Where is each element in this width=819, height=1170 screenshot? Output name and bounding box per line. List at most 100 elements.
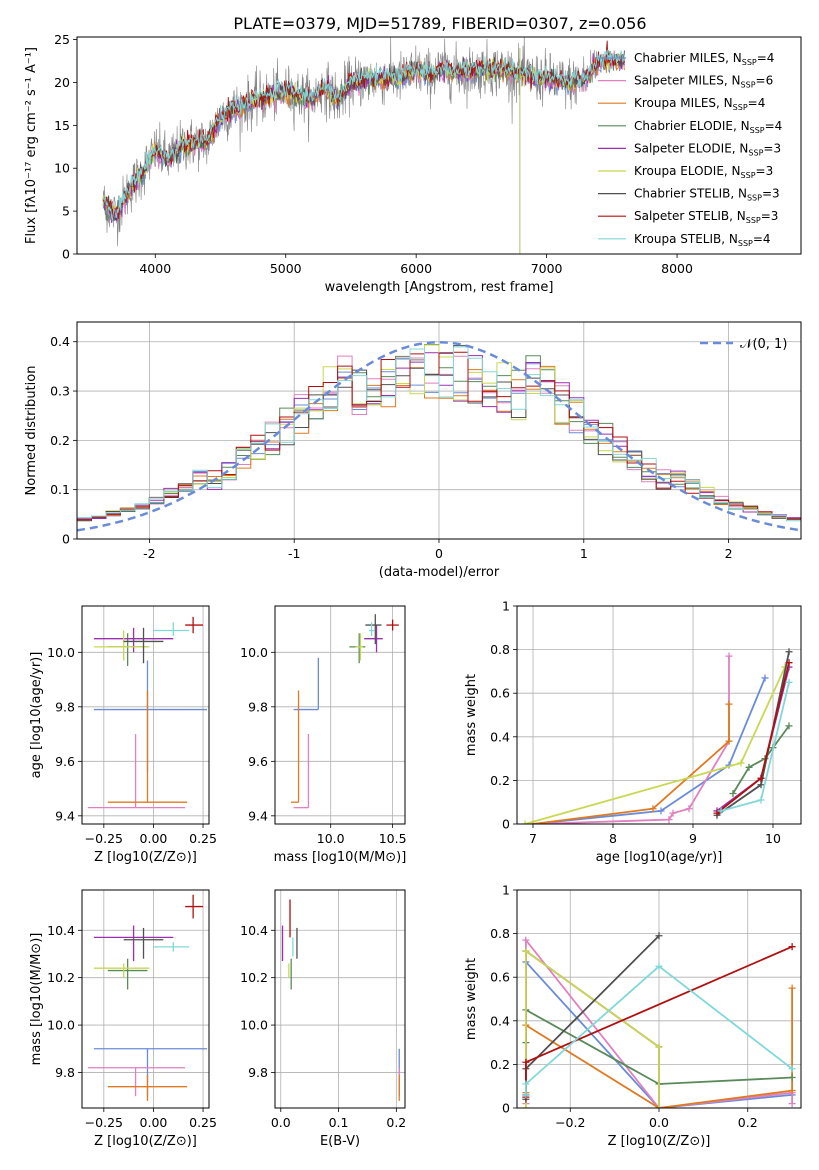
series-marker-krou_miles [725,700,733,708]
series-marker-salp_miles [788,1100,796,1108]
x-axis-label: wavelength [Angstrom, rest frame] [325,280,554,295]
legend-label: Salpeter MILES, NSSP=6 [634,74,773,90]
axes-frame [81,605,210,825]
series-marker-chab_elodie [729,789,737,797]
series-marker-chab_elodie [785,722,793,730]
y-tick-label: 0.3 [50,384,70,399]
normal-reference-curve [77,340,801,532]
legend-label: Chabrier ELODIE, NSSP=4 [634,119,782,135]
mass-vs-ebv-panel: 0.0 0.1 0.2 9.8 10.0 10.2 10.4 E(B-V) [240,889,406,1149]
x-tick-label: 10.5 [379,831,407,846]
age-vs-mass-panel: 10.0 10.5 9.4 9.6 9.8 10.0 mass [log10(M/M⊙)] [240,605,407,865]
y-tick-label: 9.6 [55,754,75,769]
axes-frame [76,321,802,540]
spectrum-legend: Chabrier MILES, NSSP=4 Salpeter MILES, NS… [598,51,782,248]
series-marker-chab_stelib [757,781,765,789]
y-tick-label: 9.4 [248,808,268,823]
y-tick-label: 0.6 [490,970,510,985]
series-marker-krou_elodie [522,947,530,955]
x-tick-label: 0.1 [329,1115,349,1130]
weight-series [522,932,796,1108]
series-marker-krou_stelib [655,962,663,970]
x-tick-label: 10 [765,831,781,846]
x-tick-label: 0.0 [271,1115,291,1130]
error-bars [87,894,208,1101]
series-marker-krou_stelib [717,807,725,815]
x-tick-label: 0.00 [140,1115,168,1130]
y-tick-label: 20 [54,75,70,90]
series-marker-krou_stelib [788,1065,796,1073]
x-tick-label: 0.2 [738,1115,758,1130]
series-marker-salp_stelib [757,774,765,782]
series-marker-salp_miles [725,652,733,660]
x-tick-label: 0.25 [189,1115,217,1130]
x-tick-label: 4000 [139,261,171,276]
x-axis-label: age [log10(age/yr)] [596,850,723,865]
legend-label: Salpeter ELODIE, NSSP=3 [634,141,781,157]
histogram-krou_miles [77,365,801,520]
series-marker-krou_miles [725,737,733,745]
y-tick-label: 0.6 [490,686,510,701]
series-marker-chab_stelib [655,932,663,940]
y-tick-label: 0.4 [490,729,510,744]
legend-label: Chabrier MILES, NSSP=4 [634,51,774,67]
x-tick-label: 8000 [661,261,693,276]
residuals-panel: -2 -1 0 1 2 0 0.1 0.2 0.3 0.4 (data-model)/error No… [24,321,802,580]
x-tick-label: −0.25 [85,1115,123,1130]
series-line-krou_elodie [525,949,660,1108]
series-marker-krou_elodie [655,1104,663,1108]
series-marker-chab_miles [761,674,769,682]
series-marker-salp_miles [669,809,677,817]
y-tick-label: 0 [62,247,70,262]
spectrum-panel: 4000 5000 6000 7000 8000 0 5 10 15 20 25 wavelength… [24,32,802,295]
y-tick-label: 25 [54,32,70,47]
y-axis-label: mass weight [464,958,479,1040]
x-tick-label: 0 [435,546,443,561]
x-axis-label: E(B-V) [320,1134,360,1149]
y-tick-label: 0.1 [50,482,70,497]
axes-frame [81,889,210,1109]
mass-vs-metallicity-panel: −0.25 0.00 0.25 9.8 10.0 10.2 10.4 Z [log10(Z/Z… [29,889,217,1149]
spectrum-lines [102,37,625,254]
y-tick-label: 10.2 [240,970,268,985]
series-marker-krou_elodie [522,1104,530,1108]
y-tick-label: 5 [62,204,70,219]
y-axis-label: mass [log10(M/M⊙)] [29,933,44,1066]
histogram-krou_elodie [77,344,801,521]
series-line-chab_miles [532,677,766,824]
y-tick-label: 10.2 [47,970,75,985]
histogram-salp_stelib [77,351,801,521]
weight-vs-metallicity-panel: −0.2 0.0 0.2 0 0.2 0.4 0.6 0.8 1 Z [log10(Z/Z⊙)] m… [464,883,802,1149]
y-tick-label: 10.0 [240,1018,268,1033]
x-tick-label: 0.0 [649,1115,669,1130]
y-axis-label: age [log10(age/yr)] [29,652,44,779]
x-tick-label: 7 [529,831,537,846]
y-tick-label: 1 [502,883,510,898]
series-marker-krou_elodie [655,1043,663,1051]
legend-label: 𝒩(0, 1) [740,337,787,352]
error-bars [291,614,399,809]
x-tick-label: 10.0 [317,831,345,846]
legend-label: Kroupa ELODIE, NSSP=3 [634,164,773,180]
y-tick-label: 9.8 [248,1065,268,1080]
legend-label: Kroupa STELIB, NSSP=4 [634,232,771,248]
x-tick-label: 9 [689,831,697,846]
y-tick-label: 10.4 [240,923,268,938]
series-marker-krou_miles [788,1087,796,1095]
x-tick-label: −0.25 [85,831,123,846]
series-marker-salp_stelib [713,809,721,817]
series-marker-krou_miles [788,984,796,992]
y-tick-label: 10.0 [240,645,268,660]
series-line-krou_miles [532,704,730,824]
error-bars [281,899,400,1101]
y-tick-label: 0.2 [490,1057,510,1072]
weight-vs-age-panel: 7 8 9 10 0 0.2 0.4 0.6 0.8 1 age [log10(age/yr)] ma… [464,599,802,865]
y-tick-label: 0 [502,817,510,832]
y-axis-label: Normed distribution [24,366,39,496]
x-axis-label: mass [log10(M/M⊙)] [274,850,407,865]
series-marker-krou_stelib [785,678,793,686]
x-axis-label: (data-model)/error [379,565,500,580]
age-vs-metallicity-panel: −0.25 0.00 0.25 9.4 9.6 9.8 10.0 Z [log10(Z/Z⊙)… [29,605,217,865]
axes-frame [516,605,802,825]
